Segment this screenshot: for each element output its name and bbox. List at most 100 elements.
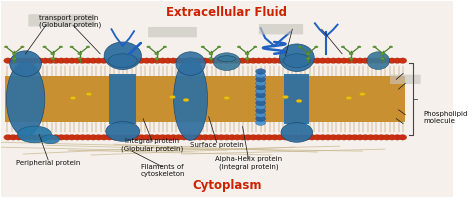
Ellipse shape — [164, 58, 172, 63]
Ellipse shape — [73, 135, 82, 140]
Ellipse shape — [283, 95, 289, 99]
Ellipse shape — [207, 135, 215, 140]
Ellipse shape — [213, 53, 240, 70]
Ellipse shape — [324, 135, 332, 140]
Ellipse shape — [373, 46, 376, 48]
Ellipse shape — [36, 135, 44, 140]
Ellipse shape — [89, 58, 97, 63]
Ellipse shape — [306, 53, 310, 55]
Ellipse shape — [298, 46, 302, 48]
Ellipse shape — [287, 58, 295, 63]
Text: Surface protein: Surface protein — [190, 142, 244, 148]
Ellipse shape — [79, 58, 87, 63]
Ellipse shape — [57, 135, 65, 140]
Ellipse shape — [255, 85, 265, 90]
Ellipse shape — [201, 58, 210, 63]
Ellipse shape — [393, 135, 401, 140]
Bar — [5, 76, 405, 122]
FancyBboxPatch shape — [259, 24, 303, 34]
Ellipse shape — [100, 135, 108, 140]
Ellipse shape — [183, 98, 189, 102]
Bar — [396, 135, 403, 138]
Ellipse shape — [84, 58, 92, 63]
Ellipse shape — [94, 135, 103, 140]
Ellipse shape — [4, 46, 8, 48]
Ellipse shape — [173, 58, 208, 140]
Ellipse shape — [383, 135, 391, 140]
Ellipse shape — [297, 58, 305, 63]
Ellipse shape — [51, 57, 55, 60]
Ellipse shape — [361, 58, 369, 63]
Text: Integral protein
(Globular protein): Integral protein (Globular protein) — [121, 138, 183, 152]
Ellipse shape — [351, 135, 359, 140]
Ellipse shape — [292, 135, 300, 140]
Ellipse shape — [329, 135, 337, 140]
Ellipse shape — [163, 46, 167, 48]
Ellipse shape — [153, 135, 161, 140]
Ellipse shape — [372, 58, 380, 63]
Ellipse shape — [78, 57, 82, 60]
Ellipse shape — [153, 58, 161, 63]
Ellipse shape — [366, 135, 375, 140]
Ellipse shape — [106, 122, 140, 141]
Ellipse shape — [255, 69, 265, 74]
Ellipse shape — [4, 135, 12, 140]
Ellipse shape — [25, 58, 33, 63]
Ellipse shape — [51, 53, 55, 55]
Ellipse shape — [174, 58, 182, 63]
Ellipse shape — [217, 46, 221, 48]
Ellipse shape — [212, 135, 220, 140]
Ellipse shape — [147, 46, 150, 48]
Ellipse shape — [4, 58, 12, 63]
Ellipse shape — [132, 58, 140, 63]
Ellipse shape — [30, 135, 38, 140]
Ellipse shape — [116, 58, 124, 63]
Ellipse shape — [158, 58, 167, 63]
Text: Cytoplasm: Cytoplasm — [192, 179, 262, 192]
Ellipse shape — [218, 56, 236, 62]
Ellipse shape — [148, 58, 156, 63]
Ellipse shape — [212, 58, 220, 63]
Ellipse shape — [201, 135, 210, 140]
Ellipse shape — [314, 46, 318, 48]
Ellipse shape — [155, 53, 159, 55]
Ellipse shape — [63, 135, 71, 140]
Ellipse shape — [52, 58, 60, 63]
Text: transport protein
(Globular protein): transport protein (Globular protein) — [39, 15, 101, 28]
Ellipse shape — [367, 52, 390, 69]
Ellipse shape — [196, 58, 204, 63]
Ellipse shape — [121, 58, 129, 63]
Ellipse shape — [283, 54, 310, 68]
Ellipse shape — [255, 108, 265, 113]
Ellipse shape — [381, 57, 385, 60]
Text: Phospholipid
molecule: Phospholipid molecule — [423, 111, 468, 124]
Ellipse shape — [357, 46, 361, 48]
Ellipse shape — [223, 58, 231, 63]
Ellipse shape — [372, 135, 380, 140]
Ellipse shape — [383, 58, 391, 63]
Ellipse shape — [388, 58, 396, 63]
Ellipse shape — [43, 46, 46, 48]
Ellipse shape — [356, 135, 364, 140]
Ellipse shape — [302, 135, 311, 140]
Ellipse shape — [110, 135, 118, 140]
Ellipse shape — [306, 57, 310, 60]
Ellipse shape — [255, 104, 265, 110]
Ellipse shape — [137, 135, 146, 140]
Ellipse shape — [388, 135, 396, 140]
Ellipse shape — [46, 135, 55, 140]
Ellipse shape — [143, 58, 151, 63]
Ellipse shape — [170, 95, 175, 99]
FancyBboxPatch shape — [390, 75, 421, 84]
Ellipse shape — [340, 135, 348, 140]
Ellipse shape — [109, 54, 137, 68]
Ellipse shape — [201, 46, 205, 48]
Ellipse shape — [110, 58, 118, 63]
Ellipse shape — [105, 135, 113, 140]
Ellipse shape — [255, 96, 265, 102]
Ellipse shape — [281, 123, 313, 142]
Ellipse shape — [70, 46, 73, 48]
Ellipse shape — [276, 58, 284, 63]
Ellipse shape — [249, 58, 257, 63]
Ellipse shape — [296, 99, 302, 103]
